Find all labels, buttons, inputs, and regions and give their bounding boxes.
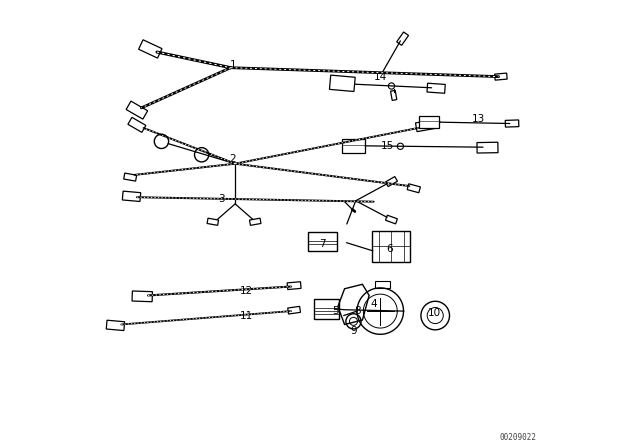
Bar: [122, 191, 141, 202]
Bar: [495, 73, 507, 80]
Bar: [314, 299, 339, 319]
Bar: [375, 281, 390, 288]
Text: 7: 7: [319, 239, 326, 249]
Bar: [385, 177, 397, 186]
Bar: [288, 306, 301, 314]
Text: 00209022: 00209022: [500, 433, 536, 442]
Bar: [139, 40, 162, 58]
Bar: [415, 120, 435, 132]
Text: 3: 3: [218, 194, 225, 204]
Text: 4: 4: [371, 299, 377, 310]
Bar: [477, 142, 498, 153]
Bar: [132, 291, 152, 302]
Bar: [372, 231, 410, 262]
Text: 13: 13: [472, 114, 485, 124]
Bar: [330, 75, 355, 91]
Bar: [342, 139, 365, 152]
Text: 6: 6: [386, 244, 392, 254]
Text: 9: 9: [350, 326, 357, 336]
Bar: [308, 233, 337, 251]
Bar: [106, 320, 125, 331]
Text: 12: 12: [240, 286, 253, 296]
Text: 10: 10: [428, 308, 440, 319]
Bar: [505, 120, 519, 127]
Bar: [427, 83, 445, 93]
Text: 8: 8: [355, 306, 361, 316]
Bar: [124, 173, 137, 181]
Bar: [250, 218, 261, 225]
Text: 2: 2: [230, 154, 236, 164]
Text: 11: 11: [240, 310, 253, 321]
Text: 1: 1: [230, 60, 236, 70]
Bar: [126, 101, 148, 119]
Bar: [385, 215, 397, 224]
Text: 14: 14: [374, 72, 387, 82]
Text: 5: 5: [332, 306, 339, 316]
Text: 15: 15: [380, 141, 394, 151]
Bar: [407, 184, 420, 193]
Bar: [390, 90, 397, 100]
Bar: [207, 218, 218, 225]
Bar: [397, 32, 408, 45]
Bar: [419, 116, 440, 129]
Bar: [128, 117, 146, 132]
Bar: [287, 282, 301, 289]
